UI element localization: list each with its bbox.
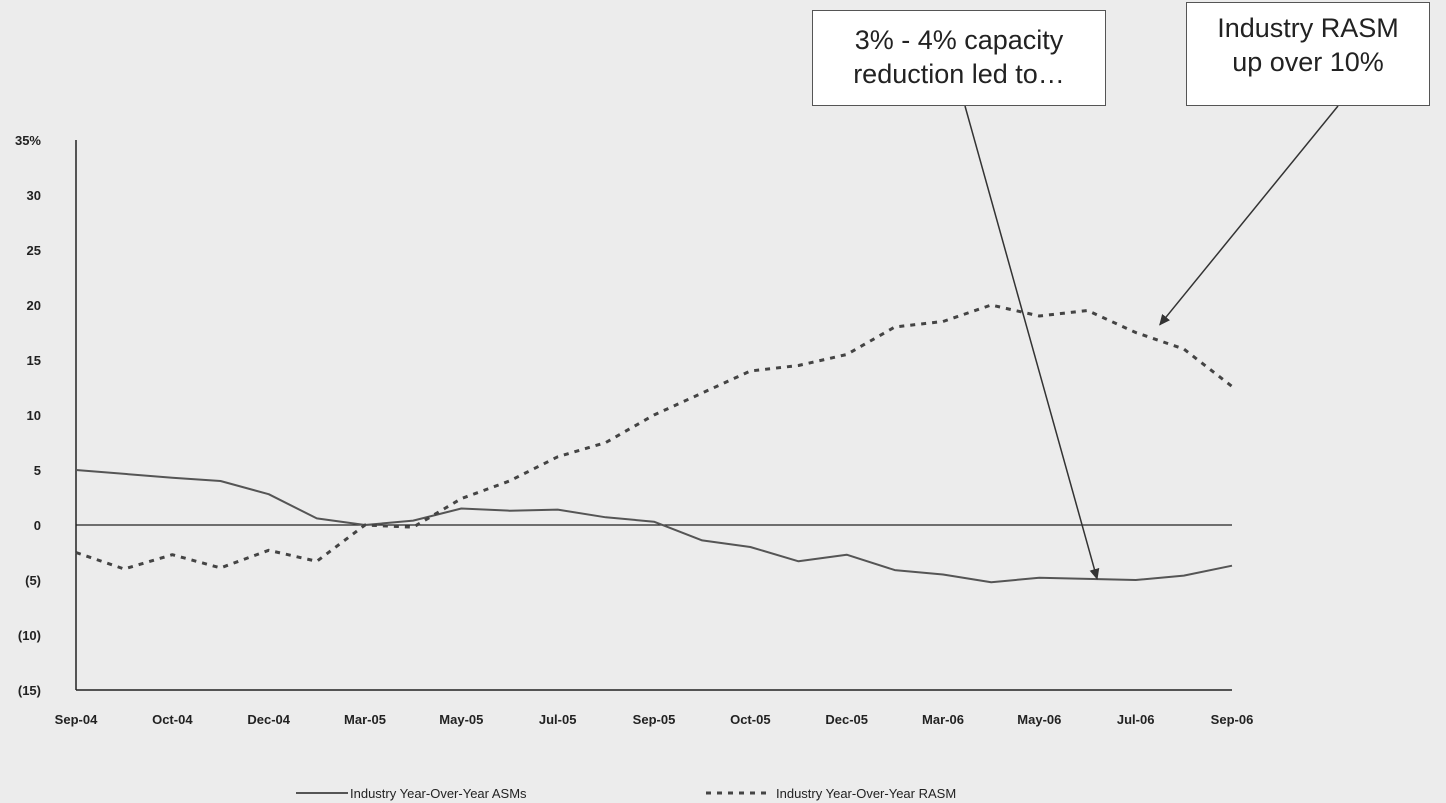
axes <box>75 140 1232 691</box>
y-tick-label: (15) <box>18 683 41 698</box>
legend: Industry Year-Over-Year ASMs Industry Ye… <box>296 786 956 801</box>
annotation-capacity-reduction: 3% - 4% capacity reduction led to… <box>812 10 1106 106</box>
y-tick-label: 25 <box>27 243 41 258</box>
y-tick-label: 30 <box>27 188 41 203</box>
x-tick-label: Sep-06 <box>1211 712 1254 727</box>
y-tick-label: 35% <box>15 133 41 148</box>
x-tick-label: Jul-06 <box>1117 712 1155 727</box>
annotation-capacity-line2: reduction led to… <box>853 59 1065 89</box>
y-tick-label: (10) <box>18 628 41 643</box>
x-tick-label: Dec-05 <box>825 712 868 727</box>
x-tick-label: Mar-05 <box>344 712 386 727</box>
x-tick-label: Oct-05 <box>730 712 770 727</box>
y-tick-label: 0 <box>34 518 41 533</box>
annotation-rasm-line2: up over 10% <box>1232 47 1384 77</box>
annotation-rasm-up: Industry RASM up over 10% <box>1186 2 1430 106</box>
x-tick-labels: Sep-04 Oct-04 Dec-04 Mar-05 May-05 Jul-05 Sep-… <box>55 712 1254 727</box>
annotation-capacity-line1: 3% - 4% capacity <box>854 25 1064 55</box>
y-tick-labels: 35% 30 25 20 15 10 5 0 (5) (10) (15) <box>15 133 41 698</box>
annotation-arrows <box>964 105 1339 580</box>
series-line-asms <box>75 469 1233 584</box>
y-tick-label: (5) <box>25 573 41 588</box>
x-tick-label: Oct-04 <box>152 712 193 727</box>
x-tick-label: Dec-04 <box>247 712 290 727</box>
x-tick-label: May-05 <box>439 712 483 727</box>
x-tick-label: Sep-05 <box>633 712 676 727</box>
arrow-rasm <box>1159 105 1339 326</box>
y-tick-label: 20 <box>27 298 41 313</box>
x-tick-label: Sep-04 <box>55 712 98 727</box>
x-tick-label: Jul-05 <box>539 712 577 727</box>
arrow-capacity <box>964 105 1100 580</box>
series-lines <box>75 303 1233 584</box>
y-tick-label: 10 <box>27 408 41 423</box>
y-tick-label: 15 <box>27 353 41 368</box>
y-tick-label: 5 <box>34 463 41 478</box>
series-line-rasm <box>75 303 1233 571</box>
legend-label-rasm: Industry Year-Over-Year RASM <box>776 786 956 801</box>
x-tick-label: Mar-06 <box>922 712 964 727</box>
annotation-rasm-line1: Industry RASM <box>1217 13 1399 43</box>
x-tick-label: May-06 <box>1017 712 1061 727</box>
legend-label-asms: Industry Year-Over-Year ASMs <box>350 786 527 801</box>
